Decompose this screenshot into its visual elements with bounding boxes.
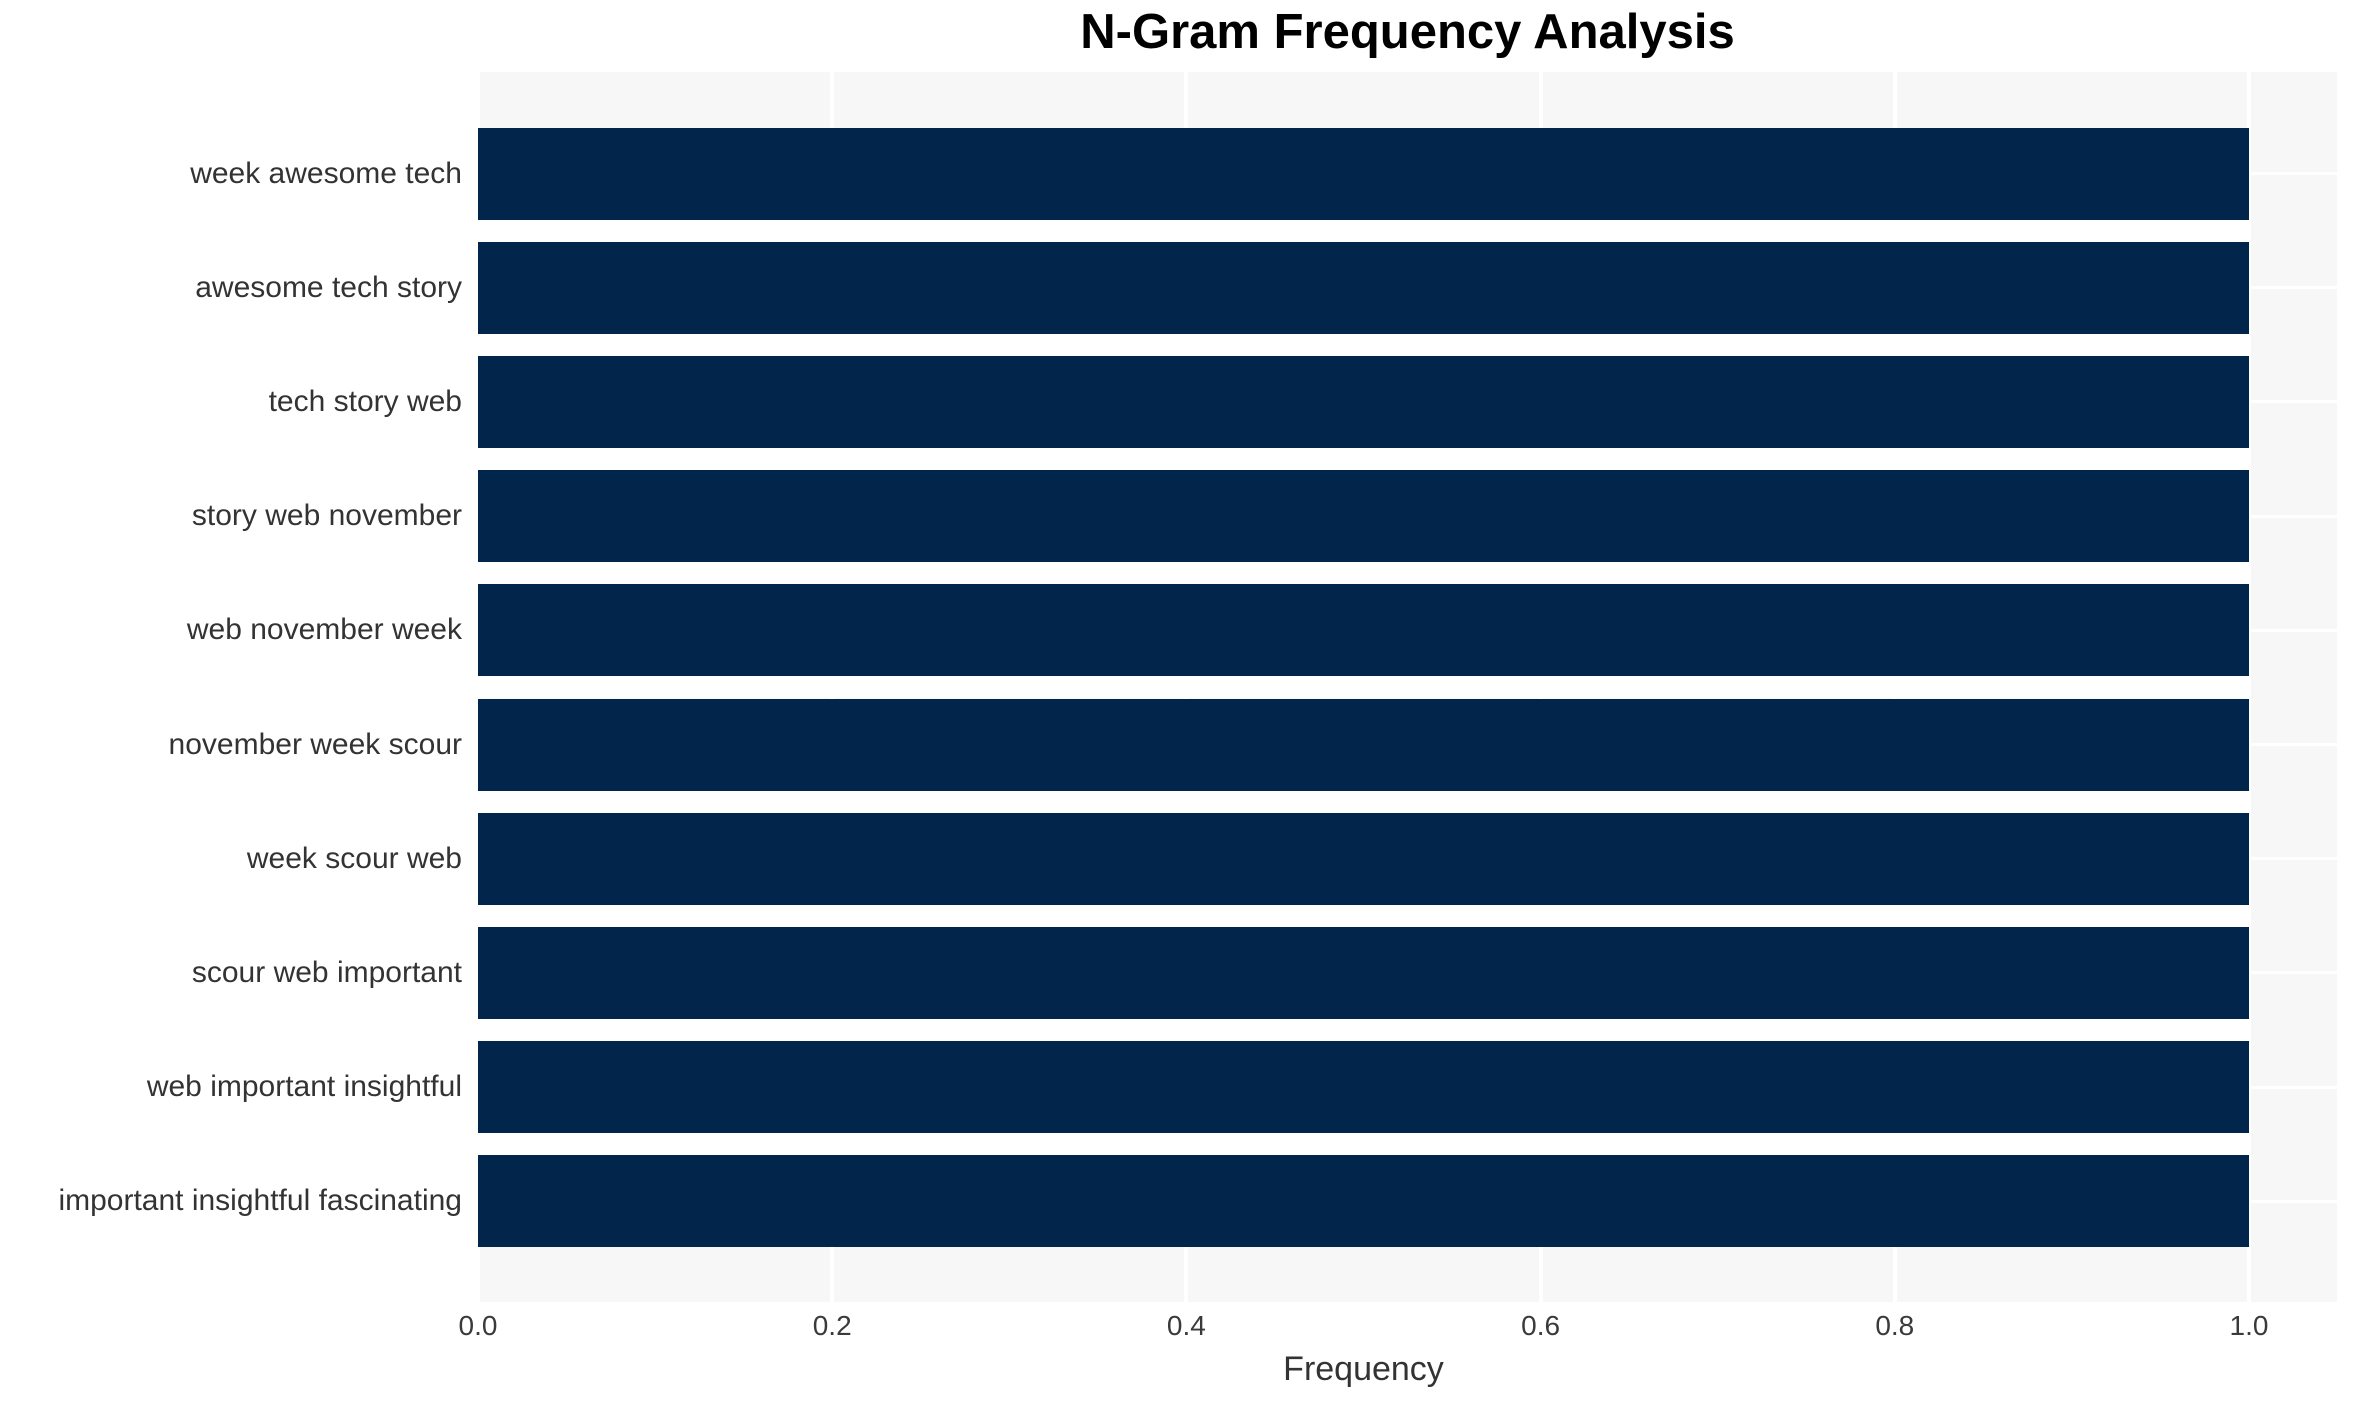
bar bbox=[478, 698, 2249, 791]
bar bbox=[478, 1155, 2249, 1248]
bar bbox=[478, 470, 2249, 563]
bar-gap-band bbox=[478, 562, 2249, 585]
y-tick-label: web important insightful bbox=[146, 1070, 462, 1104]
bar bbox=[478, 926, 2249, 1019]
bar-gap-band bbox=[478, 790, 2249, 813]
bar-gap-band bbox=[478, 1018, 2249, 1042]
bar-gap-band bbox=[478, 219, 2249, 242]
vertical-gridline bbox=[2247, 72, 2251, 1302]
bar-gap-band bbox=[478, 904, 2249, 927]
bar bbox=[478, 355, 2249, 448]
bar-gap-band bbox=[478, 676, 2249, 699]
y-tick-label: important insightful fascinating bbox=[58, 1184, 462, 1218]
y-tick-label: story web november bbox=[191, 499, 462, 533]
bar bbox=[478, 812, 2249, 905]
plot-area bbox=[478, 72, 2337, 1302]
bar-gap-band bbox=[478, 1133, 2249, 1156]
y-tick-label: scour web important bbox=[191, 955, 462, 989]
bar-gap-band bbox=[478, 447, 2249, 471]
x-tick-label: 0.4 bbox=[1166, 1310, 1206, 1341]
x-tick-label: 1.0 bbox=[2229, 1310, 2269, 1341]
bar bbox=[478, 584, 2249, 677]
bar bbox=[478, 241, 2249, 334]
x-tick-label: 0.0 bbox=[458, 1310, 498, 1341]
y-tick-label: november week scour bbox=[168, 727, 462, 761]
chart-title: N-Gram Frequency Analysis bbox=[1080, 5, 1735, 59]
y-tick-label: week scour web bbox=[246, 841, 462, 875]
x-axis-title: Frequency bbox=[1283, 1350, 1444, 1388]
y-tick-label: web november week bbox=[186, 613, 462, 647]
bar bbox=[478, 127, 2249, 220]
y-tick-label: week awesome tech bbox=[190, 156, 462, 190]
x-tick-label: 0.8 bbox=[1875, 1310, 1915, 1341]
y-axis-labels: week awesome tech awesome tech story tech … bbox=[0, 72, 462, 1302]
bar-gap-band bbox=[478, 333, 2249, 356]
x-tick-label: 0.2 bbox=[812, 1310, 852, 1341]
x-axis-ticks: 0.0 0.2 0.4 0.6 0.8 1.0 bbox=[0, 1310, 2358, 1346]
bar bbox=[478, 1041, 2249, 1134]
x-tick-label: 0.6 bbox=[1521, 1310, 1561, 1341]
y-tick-label: tech story web bbox=[268, 384, 462, 418]
y-tick-label: awesome tech story bbox=[195, 270, 462, 304]
